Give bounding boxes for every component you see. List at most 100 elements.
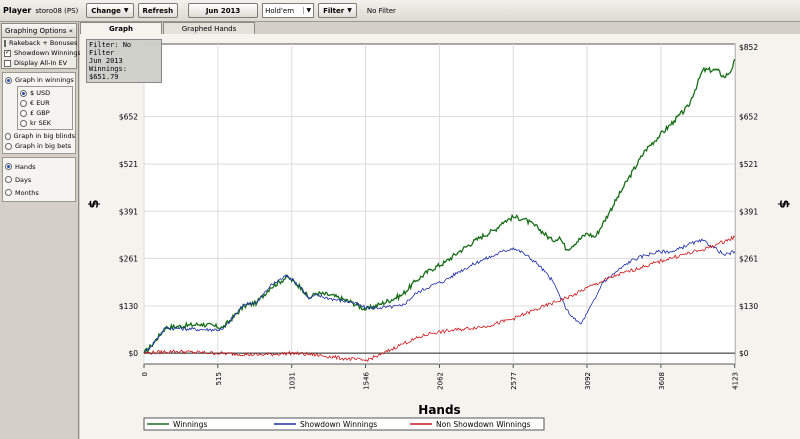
- radio-icon[interactable]: [20, 119, 27, 127]
- x-tick-label: 2062: [436, 372, 444, 390]
- currency-eur-label: € EUR: [30, 99, 50, 107]
- x-tick-label: 3608: [658, 372, 666, 390]
- radio-graph-in-big-bets[interactable]: Graph in big bets: [3, 141, 75, 151]
- graphing-options-header[interactable]: Graphing Options «: [2, 24, 76, 38]
- x-tick-label: 4123: [732, 372, 740, 390]
- toolbar: Player storo08 (PS) Change ▼ Refresh Jun…: [0, 0, 800, 22]
- x-tick-label: 1546: [362, 371, 370, 389]
- change-button[interactable]: Change ▼: [86, 3, 134, 18]
- checkbox-checked-icon[interactable]: ✓: [4, 49, 11, 57]
- y-tick-label-left: $0: [128, 349, 138, 358]
- info-date: Jun 2013: [89, 57, 123, 65]
- y-tick-label-left: $130: [119, 302, 138, 311]
- radio-icon[interactable]: [5, 176, 12, 183]
- x-tick-label: 3092: [584, 372, 592, 390]
- currency-group: $ USD € EUR £ GBP kr SEK: [17, 86, 73, 130]
- option-showdown-winnings[interactable]: ✓ Showdown Winnings: [2, 48, 81, 58]
- change-button-label: Change: [91, 6, 121, 15]
- chart-panel: 0 515 1031 1546 2062 2577 3092 3608 4123 $0 $0 $130…: [80, 34, 800, 439]
- option-rakeback[interactable]: Rakeback + Bonuses: [2, 38, 77, 48]
- radio-xaxis-days[interactable]: Days: [3, 173, 75, 186]
- y-tick-label-right: $391: [739, 207, 758, 216]
- currency-sek-label: kr SEK: [30, 119, 51, 127]
- xaxis-months-label: Months: [15, 188, 39, 197]
- radio-graph-in-big-blinds[interactable]: Graph in big blinds: [3, 131, 75, 141]
- refresh-button-label: Refresh: [142, 6, 174, 15]
- y-tick-label-left: $521: [119, 160, 138, 169]
- radio-currency-gbp[interactable]: £ GBP: [18, 108, 72, 118]
- x-tick-label: 515: [215, 372, 223, 385]
- graph-in-big-bets-label: Graph in big bets: [15, 142, 72, 150]
- option-showdown-label: Showdown Winnings: [14, 49, 81, 57]
- xaxis-days-label: Days: [15, 175, 32, 184]
- tab-graph[interactable]: Graph: [80, 22, 162, 34]
- view-tabs: Graph Graphed Hands: [80, 22, 256, 34]
- winnings-chart: 0 515 1031 1546 2062 2577 3092 3608 4123 $0 $0 $130…: [87, 43, 791, 431]
- filter-button[interactable]: Filter ▼: [318, 3, 357, 18]
- radio-icon[interactable]: [20, 99, 27, 107]
- chart-info-box: Filter: No Filter Jun 2013 Winnings: $65…: [86, 39, 162, 83]
- player-label: Player: [3, 6, 32, 15]
- y-tick-label-right: $0: [739, 349, 749, 358]
- dropdown-arrow-icon: ▼: [123, 7, 129, 14]
- x-tick-label: 0: [141, 372, 149, 376]
- radio-icon[interactable]: [5, 132, 11, 140]
- radio-selected-icon[interactable]: [20, 89, 27, 97]
- x-axis-title: Hands: [418, 403, 460, 417]
- y-max-label: $852: [739, 43, 758, 52]
- option-allin-label: Display All-In EV: [14, 59, 68, 67]
- y-tick-label-right: $652: [739, 113, 758, 122]
- graphing-options-sidebar: Graphing Options « Rakeback + Bonuses ✓ …: [0, 22, 81, 439]
- x-tick-label: 1031: [289, 372, 297, 390]
- radio-xaxis-hands[interactable]: Hands: [3, 160, 75, 173]
- currency-gbp-label: £ GBP: [30, 109, 50, 117]
- date-button[interactable]: Jun 2013: [188, 3, 259, 18]
- radio-xaxis-months[interactable]: Months: [3, 186, 75, 199]
- y-tick-label-right: $130: [739, 302, 758, 311]
- graph-units-group: Graph in winnings $ USD € EUR £ GBP kr S…: [2, 72, 76, 154]
- option-allin-ev[interactable]: Display All-In EV: [2, 58, 76, 68]
- legend-label: Non Showdown Winnings: [436, 420, 531, 429]
- legend-label: Showdown Winnings: [300, 420, 377, 429]
- dropdown-arrow-icon: ▼: [347, 7, 352, 14]
- radio-graph-in-winnings[interactable]: Graph in winnings: [3, 75, 75, 85]
- radio-icon[interactable]: [5, 189, 12, 196]
- graph-in-big-blinds-label: Graph in big blinds: [13, 132, 76, 140]
- chart-legend: Winnings Showdown Winnings Non Showdown Wi…: [143, 417, 545, 431]
- filter-button-label: Filter: [323, 6, 345, 15]
- radio-selected-icon[interactable]: [5, 76, 12, 84]
- y-tick-label-left: $261: [119, 254, 138, 263]
- graphing-options-title: Graphing Options: [5, 26, 67, 35]
- radio-currency-sek[interactable]: kr SEK: [18, 118, 72, 128]
- y-axis-title-right: $: [776, 199, 791, 208]
- y-tick-label-left: $652: [119, 113, 138, 122]
- legend-box: [143, 417, 545, 431]
- game-select-value: Hold'em: [265, 6, 295, 15]
- game-select[interactable]: Hold'em ▼: [262, 3, 315, 18]
- checkbox-icon[interactable]: [4, 59, 11, 67]
- collapse-icon[interactable]: «: [68, 26, 73, 35]
- radio-currency-eur[interactable]: € EUR: [18, 98, 72, 108]
- currency-usd-label: $ USD: [30, 89, 51, 97]
- radio-selected-icon[interactable]: [5, 163, 12, 170]
- y-axis-title-left: $: [87, 199, 102, 208]
- tab-graphed-hands[interactable]: Graphed Hands: [163, 22, 255, 34]
- filter-status: No Filter: [366, 6, 396, 15]
- radio-currency-usd[interactable]: $ USD: [18, 88, 72, 98]
- series-line-non-showdown-winnings: [143, 235, 736, 363]
- player-name: storo08 (PS): [35, 6, 79, 15]
- y-tick-label-left: $391: [119, 207, 138, 216]
- y-tick-label-right: $261: [739, 254, 758, 263]
- series-line-showdown-winnings: [143, 238, 736, 354]
- legend-label: Winnings: [173, 420, 207, 429]
- refresh-button[interactable]: Refresh: [137, 3, 179, 18]
- xaxis-hands-label: Hands: [15, 162, 36, 171]
- radio-icon[interactable]: [5, 142, 12, 150]
- chevron-down-icon: ▼: [303, 7, 311, 14]
- radio-icon[interactable]: [20, 109, 27, 117]
- graph-in-winnings-label: Graph in winnings: [15, 76, 74, 84]
- y-tick-label-right: $521: [739, 160, 758, 169]
- checkbox-icon[interactable]: [4, 39, 6, 47]
- info-winnings: Winnings: $651.79: [89, 65, 127, 81]
- graphing-options-panel: Graphing Options « Rakeback + Bonuses ✓ …: [1, 23, 81, 69]
